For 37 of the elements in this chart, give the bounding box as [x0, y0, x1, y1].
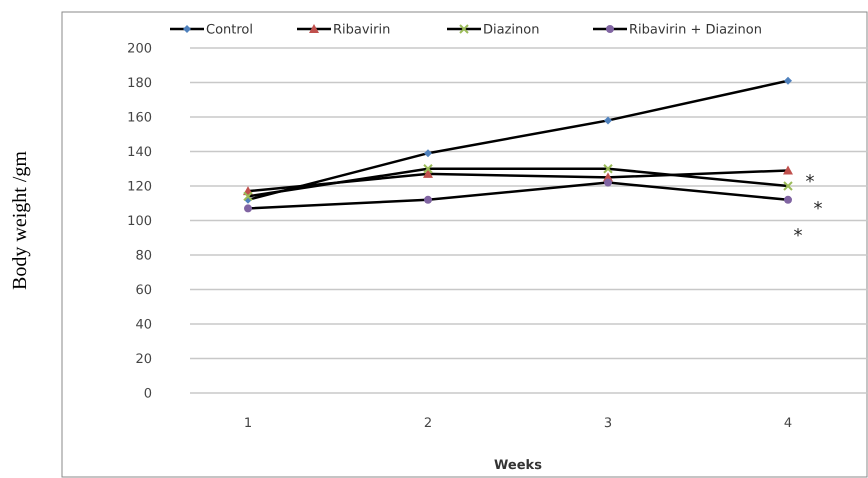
point — [604, 116, 612, 124]
y-tick-label: 180 — [127, 76, 152, 92]
legend-label: Control — [206, 22, 253, 38]
y-tick-label: 120 — [127, 180, 152, 195]
y-tick-label: 100 — [127, 214, 152, 230]
point — [784, 76, 792, 85]
point — [604, 178, 612, 187]
point — [424, 149, 432, 158]
y-axis-title: Body weight /gm — [9, 150, 31, 290]
point — [424, 196, 432, 204]
y-tick-label: 60 — [135, 283, 152, 298]
annotation: * — [806, 172, 814, 193]
x-axis-title: Weeks — [494, 458, 542, 473]
legend-label: Ribavirin + Diazinon — [629, 22, 762, 38]
point — [784, 196, 792, 204]
y-tick-label: 140 — [127, 145, 152, 160]
point — [423, 168, 433, 178]
point — [603, 164, 613, 174]
point — [423, 164, 433, 174]
x-tick-label: 3 — [604, 416, 612, 431]
point — [783, 181, 793, 191]
legend-label: Ribavirin — [333, 22, 390, 38]
y-tick-label: 160 — [127, 110, 152, 126]
y-tick-label: 40 — [135, 318, 152, 333]
legend-label: Diazinon — [483, 22, 540, 38]
point — [783, 165, 793, 174]
annotation: * — [794, 226, 802, 247]
y-tick-label: 20 — [135, 352, 152, 368]
y-tick-label: 200 — [127, 42, 152, 57]
point — [244, 204, 252, 212]
x-tick-label: 1 — [244, 416, 252, 431]
point — [243, 191, 253, 202]
y-tick-label: 0 — [144, 386, 152, 402]
y-tick-label: 80 — [135, 248, 152, 264]
annotation: * — [814, 198, 822, 220]
x-tick-label: 4 — [784, 416, 792, 431]
x-tick-label: 2 — [424, 416, 432, 431]
